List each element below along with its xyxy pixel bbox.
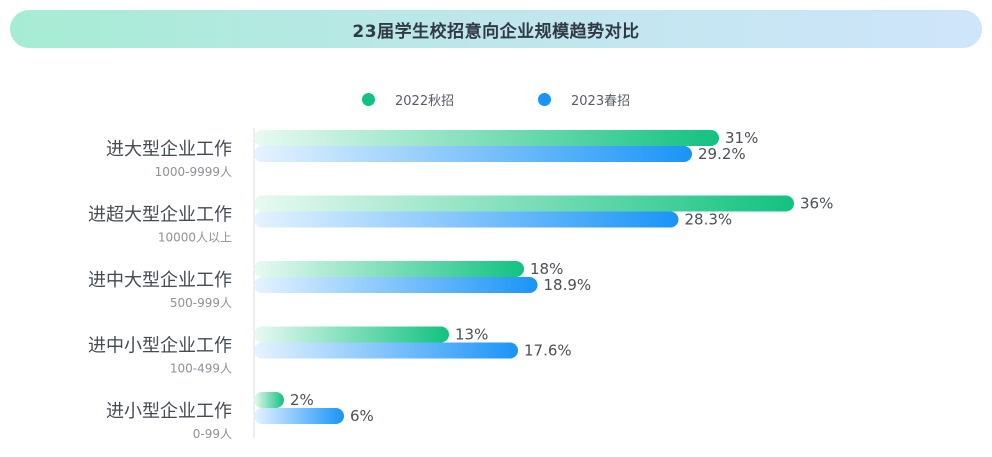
value-label: 31% (725, 129, 758, 147)
category-sublabel: 1000-9999人 (155, 165, 232, 179)
bar-series2[interactable] (254, 408, 344, 424)
value-label: 2% (290, 391, 314, 409)
title-bar: 23届学生校招意向企业规模趋势对比 (10, 10, 982, 48)
value-label: 17.6% (524, 342, 572, 360)
value-label: 36% (800, 195, 833, 213)
bar-series1[interactable] (254, 392, 284, 408)
legend-dot-icon (362, 92, 375, 106)
legend-label: 2022秋招 (395, 93, 455, 109)
category-label: 进超大型企业工作 (88, 205, 232, 226)
bar-series2[interactable] (254, 146, 692, 162)
legend-item-2023[interactable]: 2023春招 (538, 90, 631, 109)
category-sublabel: 500-999人 (170, 296, 232, 310)
value-label: 6% (350, 407, 374, 425)
legend-dot-icon (538, 92, 551, 106)
category-label: 进小型企业工作 (106, 401, 232, 422)
legend-label: 2023春招 (571, 93, 631, 109)
value-label: 13% (455, 326, 488, 344)
value-label: 29.2% (698, 145, 746, 163)
category-sublabel: 0-99人 (193, 427, 232, 441)
bar-series2[interactable] (254, 277, 538, 293)
category-label: 进中大型企业工作 (88, 270, 232, 291)
bar-series2[interactable] (254, 342, 518, 359)
legend-item-2022[interactable]: 2022秋招 (362, 90, 455, 109)
bar-series2[interactable] (254, 211, 679, 228)
value-label: 18% (530, 260, 563, 278)
category-sublabel: 100-499人 (170, 362, 232, 376)
category-sublabel: 10000人以上 (158, 231, 232, 245)
value-label: 18.9% (544, 276, 592, 294)
bar-series1[interactable] (254, 326, 449, 343)
category-label: 进大型企业工作 (106, 139, 232, 160)
value-label: 28.3% (685, 211, 733, 229)
bar-series1[interactable] (254, 195, 794, 212)
chart-title: 23届学生校招意向企业规模趋势对比 (352, 21, 640, 42)
category-label: 进中小型企业工作 (88, 336, 232, 357)
bar-series1[interactable] (254, 130, 719, 146)
bar-series1[interactable] (254, 261, 524, 277)
